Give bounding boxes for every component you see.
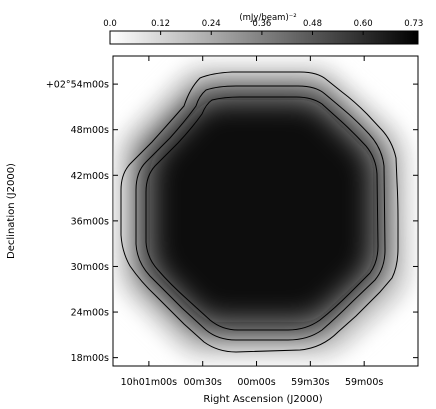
x-tick-label: 59m30s — [291, 377, 329, 388]
colorbar-tick-label: 0.48 — [303, 19, 322, 29]
contour-outer — [120, 71, 399, 353]
contours — [120, 71, 399, 353]
y-tick-label: 48m00s — [71, 125, 109, 136]
colorbar-ticks: 0.0 0.12 0.24 0.36 0.48 0.60 0.73 — [103, 19, 423, 35]
x-tick-label: 00m00s — [237, 377, 275, 388]
colorbar-tick-label: 0.73 — [404, 19, 423, 29]
contour-inner — [145, 96, 379, 331]
contour-middle — [135, 85, 386, 341]
y-tick-label: +02°54m00s — [46, 80, 109, 91]
x-tick-label: 59m00s — [345, 377, 383, 388]
y-axis-title: Declination (J2000) — [6, 163, 17, 259]
colorbar-title: (mJy/beam)⁻² — [239, 13, 296, 23]
colorbar: (mJy/beam)⁻² 0.0 0.12 0.24 0.36 0.48 0.60 0.73 — [103, 13, 423, 45]
colorbar-tick-label: 0.24 — [202, 19, 221, 29]
plot-area: +02°54m00s 48m00s 42m00s 36m00s 30m00s 24m00s… — [46, 55, 419, 388]
y-tick-label: 18m00s — [71, 353, 109, 364]
colorbar-tick-label: 0.12 — [151, 19, 170, 29]
y-axis-ticks: +02°54m00s 48m00s 42m00s 36m00s 30m00s 24m00s… — [46, 80, 418, 364]
x-axis-ticks: 10h01m00s 00m30s 00m00s 59m30s 59m00s — [121, 56, 383, 388]
x-axis-title: Right Ascension (J2000) — [203, 394, 322, 405]
y-tick-label: 36m00s — [71, 216, 109, 227]
colorbar-ramp — [109, 30, 419, 45]
y-tick-label: 24m00s — [71, 308, 109, 319]
colorbar-tick-label: 0.60 — [354, 19, 373, 29]
colorbar-tick-label: 0.0 — [103, 19, 117, 29]
y-tick-label: 42m00s — [71, 171, 109, 182]
colorbar-tick-label: 0.36 — [252, 19, 271, 29]
heatmap-image — [114, 63, 412, 360]
heatmap-core — [150, 100, 373, 322]
x-tick-label: 00m30s — [184, 377, 222, 388]
x-tick-label: 10h01m00s — [121, 377, 178, 388]
y-tick-label: 30m00s — [71, 262, 109, 273]
